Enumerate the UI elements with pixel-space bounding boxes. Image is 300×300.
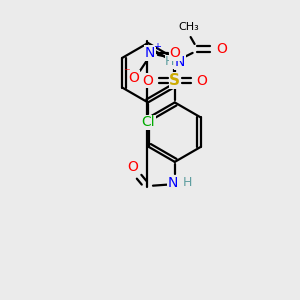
Text: N: N bbox=[168, 176, 178, 190]
Text: O: O bbox=[129, 71, 140, 85]
Text: O: O bbox=[196, 74, 207, 88]
Text: S: S bbox=[169, 73, 180, 88]
Text: ⁻: ⁻ bbox=[123, 66, 130, 79]
Text: +: + bbox=[153, 42, 161, 52]
Text: Cl: Cl bbox=[141, 115, 155, 129]
Text: O: O bbox=[142, 74, 154, 88]
Text: N: N bbox=[145, 46, 155, 60]
Text: O: O bbox=[128, 160, 139, 174]
Text: N: N bbox=[175, 55, 185, 69]
Text: H: H bbox=[183, 176, 192, 189]
Text: CH₃: CH₃ bbox=[178, 22, 199, 32]
Text: O: O bbox=[169, 46, 180, 60]
Text: H: H bbox=[165, 55, 175, 68]
Text: O: O bbox=[216, 42, 227, 56]
